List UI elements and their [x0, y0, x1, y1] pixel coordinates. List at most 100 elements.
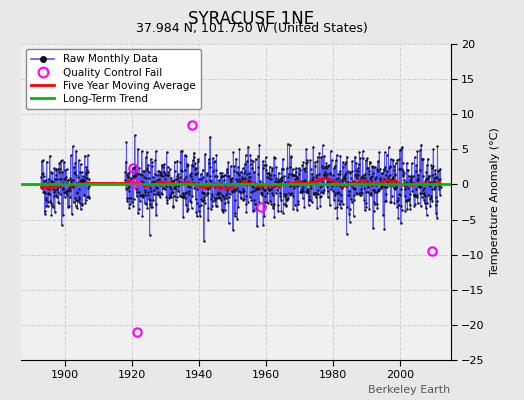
- Point: [68, 211, 76, 217]
- Point: [278, 174, 286, 180]
- Point: [166, 194, 174, 200]
- Point: [168, 178, 176, 184]
- Point: [72, 172, 80, 178]
- Point: [158, 173, 167, 179]
- Point: [266, 172, 275, 178]
- Point: [408, 188, 417, 194]
- Point: [435, 176, 444, 183]
- Point: [413, 200, 422, 206]
- Point: [267, 167, 276, 173]
- Point: [356, 178, 365, 184]
- Point: [203, 190, 212, 196]
- Point: [421, 193, 429, 200]
- Point: [77, 161, 85, 168]
- Point: [404, 196, 412, 203]
- Point: [75, 157, 83, 164]
- Point: [398, 207, 406, 213]
- Point: [76, 178, 84, 184]
- Point: [291, 172, 300, 178]
- Point: [199, 190, 208, 196]
- Point: [78, 169, 86, 176]
- Point: [144, 174, 152, 181]
- Point: [185, 180, 193, 187]
- Point: [48, 178, 56, 185]
- Point: [57, 182, 66, 188]
- Point: [61, 189, 69, 195]
- Point: [257, 182, 266, 188]
- Point: [198, 189, 206, 196]
- Point: [264, 187, 272, 194]
- Point: [363, 155, 372, 162]
- Point: [130, 173, 138, 180]
- Point: [373, 189, 381, 195]
- Point: [279, 166, 287, 172]
- Point: [300, 204, 309, 210]
- Point: [60, 176, 68, 182]
- Point: [286, 164, 294, 170]
- Point: [431, 184, 439, 190]
- Point: [404, 185, 412, 191]
- Point: [310, 190, 318, 196]
- Point: [259, 222, 267, 228]
- Point: [434, 183, 443, 189]
- Point: [357, 189, 365, 195]
- Point: [58, 180, 67, 186]
- Point: [431, 166, 440, 173]
- Point: [314, 177, 323, 183]
- Point: [296, 181, 304, 187]
- Point: [192, 165, 200, 171]
- Point: [284, 178, 292, 185]
- Point: [330, 179, 339, 186]
- Point: [81, 174, 89, 180]
- Point: [248, 207, 257, 214]
- Point: [132, 170, 140, 176]
- Point: [130, 132, 139, 138]
- Point: [63, 186, 71, 193]
- Point: [134, 146, 142, 152]
- Point: [297, 188, 305, 194]
- Point: [206, 164, 214, 170]
- Point: [205, 156, 213, 162]
- Point: [402, 198, 410, 205]
- Point: [38, 171, 46, 178]
- Point: [171, 168, 179, 174]
- Point: [336, 153, 345, 159]
- Point: [280, 191, 288, 197]
- Point: [263, 170, 271, 176]
- Point: [391, 184, 400, 190]
- Point: [53, 186, 61, 192]
- Point: [82, 163, 91, 170]
- Point: [294, 198, 303, 204]
- Point: [45, 190, 53, 197]
- Point: [290, 178, 299, 185]
- Point: [56, 176, 64, 182]
- Point: [158, 180, 166, 186]
- Point: [309, 174, 317, 180]
- Point: [396, 166, 405, 172]
- Point: [431, 193, 440, 200]
- Point: [137, 191, 146, 198]
- Point: [428, 172, 436, 178]
- Point: [364, 182, 373, 188]
- Point: [184, 162, 192, 168]
- Point: [436, 184, 445, 190]
- Point: [380, 226, 388, 232]
- Point: [323, 163, 332, 169]
- Point: [281, 191, 290, 197]
- Point: [223, 190, 231, 196]
- Point: [41, 197, 50, 203]
- Point: [70, 169, 79, 176]
- Point: [172, 186, 180, 192]
- Point: [384, 144, 392, 150]
- Point: [85, 194, 93, 200]
- Point: [196, 171, 205, 177]
- Point: [331, 163, 339, 169]
- Point: [266, 172, 275, 178]
- Point: [233, 216, 242, 222]
- Point: [132, 166, 140, 173]
- Point: [353, 170, 362, 177]
- Point: [389, 156, 397, 163]
- Point: [74, 174, 82, 180]
- Point: [267, 200, 276, 207]
- Point: [366, 175, 375, 182]
